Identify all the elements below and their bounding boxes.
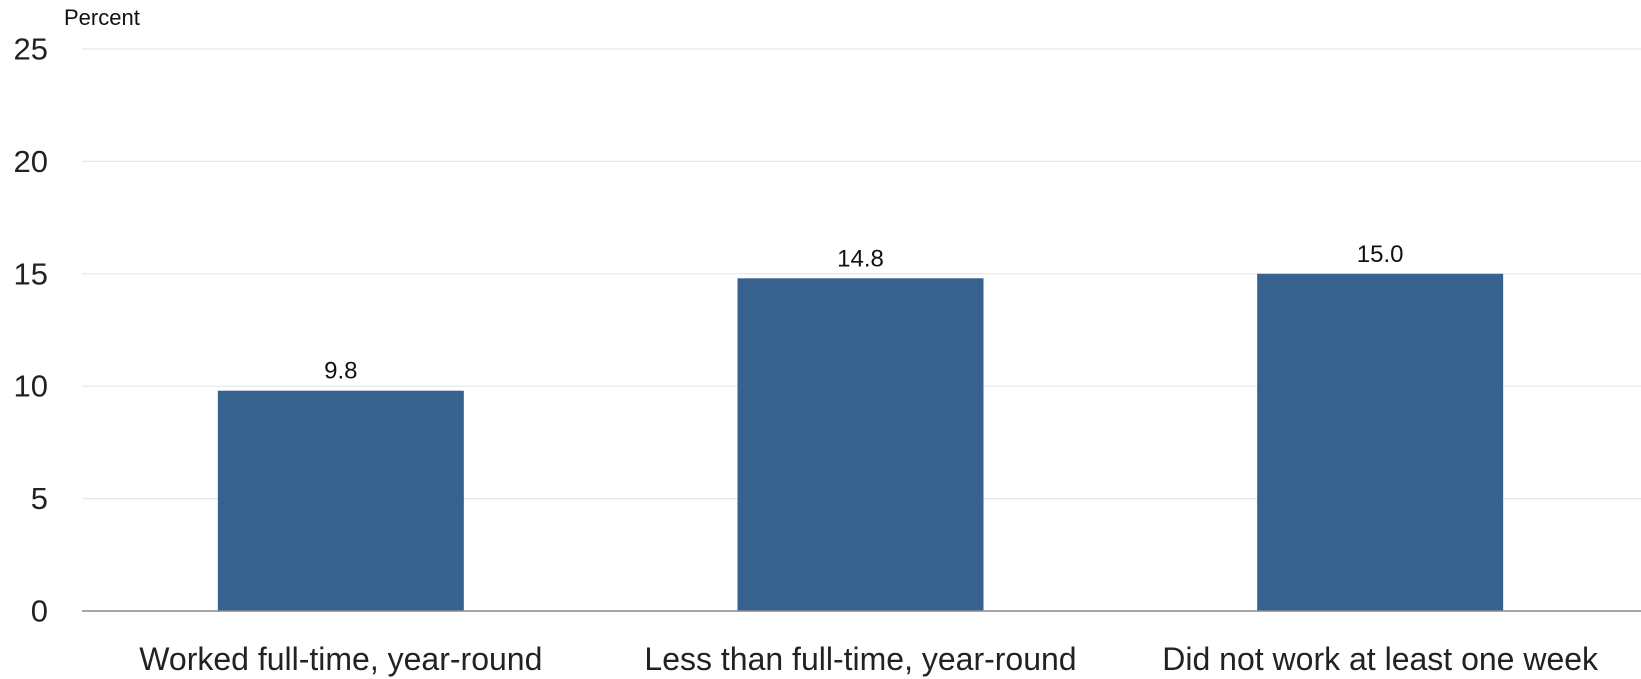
y-tick-label: 20 [14, 144, 48, 179]
y-tick-labels: 0 5 10 15 20 25 [14, 32, 48, 629]
x-tick-label: Less than full-time, year-round [644, 641, 1076, 677]
data-labels: 9.8 14.8 15.0 [324, 241, 1403, 385]
bar [737, 278, 984, 611]
y-tick-label: 10 [14, 369, 48, 404]
data-label: 14.8 [837, 245, 884, 272]
y-axis-unit-label: Percent [64, 5, 140, 30]
data-label: 9.8 [324, 358, 357, 385]
y-tick-label: 0 [31, 594, 48, 629]
y-tick-label: 5 [31, 481, 48, 516]
data-label: 15.0 [1357, 241, 1404, 268]
bars [217, 273, 1504, 611]
x-tick-label: Worked full-time, year-round [139, 641, 542, 677]
bar [217, 390, 464, 611]
y-tick-label: 15 [14, 256, 48, 291]
x-tick-labels: Worked full-time, year-round Less than fu… [139, 641, 1599, 677]
bar [1257, 273, 1504, 611]
y-tick-label: 25 [14, 32, 48, 67]
x-tick-label: Did not work at least one week [1162, 641, 1599, 677]
